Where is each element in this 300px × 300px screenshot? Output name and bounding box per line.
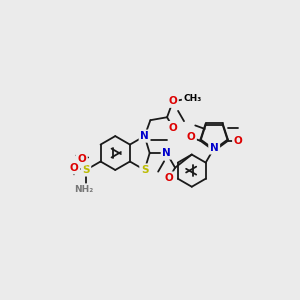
Text: S: S xyxy=(82,165,90,175)
Text: O: O xyxy=(77,154,86,164)
Text: S: S xyxy=(141,165,148,175)
Text: N: N xyxy=(210,143,218,153)
Text: N: N xyxy=(140,131,149,141)
Text: CH₃: CH₃ xyxy=(183,94,202,103)
Text: NH₂: NH₂ xyxy=(74,185,93,194)
Text: O: O xyxy=(165,173,173,183)
Text: O: O xyxy=(187,132,195,142)
Text: O: O xyxy=(169,122,177,133)
Text: O: O xyxy=(70,163,79,173)
Text: O: O xyxy=(234,136,242,146)
Text: N: N xyxy=(162,148,171,158)
Text: O: O xyxy=(169,96,177,106)
